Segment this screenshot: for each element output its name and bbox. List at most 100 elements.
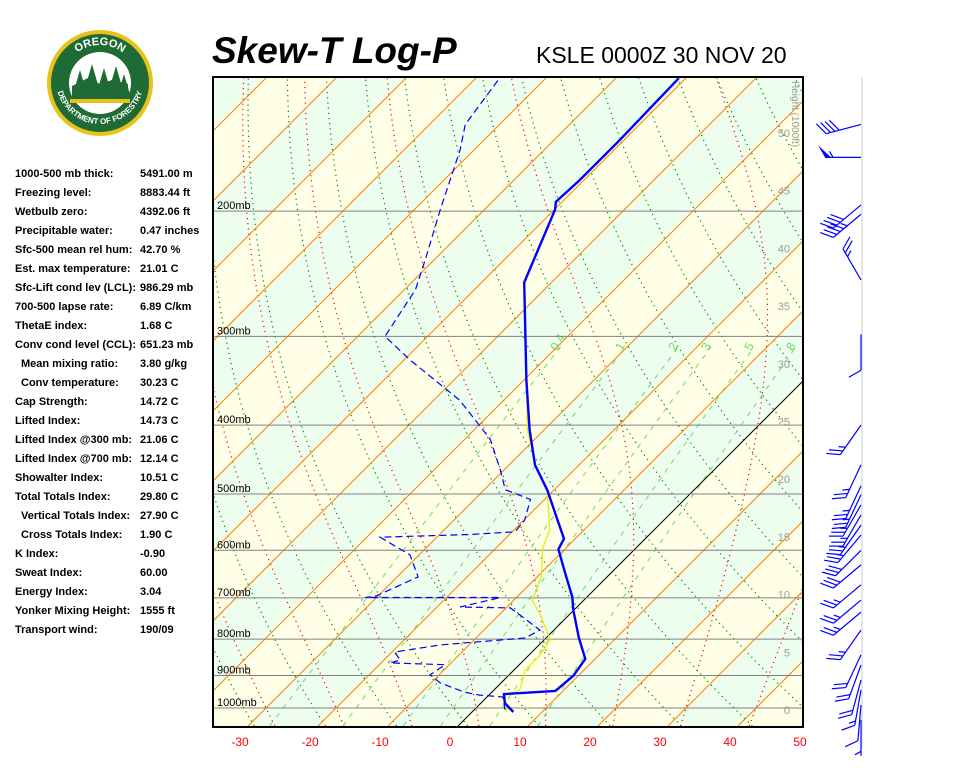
stat-value: 1555 ft	[140, 605, 175, 617]
wind-barb-shaft	[842, 248, 862, 281]
wind-barb-full	[820, 122, 831, 133]
height-tick-label: 25	[778, 417, 790, 429]
station-time-label: KSLE 0000Z 30 NOV 20	[536, 42, 787, 68]
stat-label: Vertical Totals Index:	[21, 510, 131, 522]
wind-barb-shaft	[837, 534, 862, 563]
wind-barb-full	[820, 582, 834, 589]
isotherm	[387, 310, 803, 727]
stat-value: 42.70 %	[140, 244, 181, 256]
stat-value: 21.06 C	[140, 434, 179, 446]
wind-barb-full	[823, 559, 838, 564]
chart-title: Skew-T Log-P	[212, 30, 457, 71]
wind-barb-shaft	[842, 514, 862, 547]
wind-barb-full	[828, 119, 840, 131]
wind-barb-shaft	[845, 494, 862, 528]
isotherm	[213, 77, 688, 552]
stat-label: Transport wind:	[15, 624, 98, 636]
wind-barb-full	[836, 694, 851, 698]
wind-barb-shaft	[854, 689, 862, 726]
wind-barb	[831, 654, 862, 690]
stat-label: Energy Index:	[15, 586, 88, 598]
stat-value: 10.51 C	[140, 472, 179, 484]
pressure-label: 600mb	[217, 539, 251, 551]
stat-value: 1.90 C	[140, 529, 173, 541]
dry-adiabat	[247, 77, 469, 727]
wind-barb	[831, 485, 862, 521]
wind-barb-full	[833, 682, 848, 686]
stat-value: -0.90	[140, 548, 166, 560]
stat-value: 986.29 mb	[140, 282, 194, 294]
pressure-label: 500mb	[217, 483, 251, 495]
isotherm	[667, 590, 803, 727]
wind-barb	[820, 564, 862, 589]
dry-adiabat	[860, 54, 960, 727]
wind-barb-full	[844, 240, 853, 254]
stat-label: Est. max temperature:	[15, 263, 131, 275]
temperature-tick-labels: -30 -20 -10 0 10 20 30 40 50	[231, 735, 807, 749]
tree-icon	[85, 64, 99, 88]
stat-label: Sfc-Lift cond lev (LCL):	[15, 282, 136, 294]
wind-barb	[838, 679, 862, 719]
logo-top-text-path: OREGON	[72, 36, 127, 55]
wind-barb-full	[841, 724, 855, 731]
wind-barb-full	[820, 617, 834, 624]
isotherm-band	[213, 101, 803, 726]
stat-label: Sfc-500 mean rel hum:	[15, 244, 133, 256]
pressure-label: 900mb	[217, 664, 251, 676]
isotherm	[213, 77, 478, 342]
stat-value: 27.90 C	[140, 510, 179, 522]
wind-barb-shaft	[835, 549, 862, 577]
wind-barb-full	[831, 517, 846, 521]
dry-adiabat	[822, 54, 960, 727]
stat-label: 700-500 lapse rate:	[15, 301, 114, 313]
wind-barb-shaft	[845, 485, 862, 519]
wind-barb	[848, 334, 862, 378]
temperature-tick-label: 50	[793, 735, 807, 749]
wind-barb-half	[838, 446, 846, 448]
mixing-ratio-line	[269, 346, 562, 727]
stat-value: 14.73 C	[140, 415, 179, 427]
temperature-tick-label: -30	[231, 735, 249, 749]
dry-adiabat	[403, 77, 753, 727]
pressure-label: 300mb	[217, 325, 251, 337]
wind-barb	[831, 494, 862, 530]
stat-value: 0.47 inches	[140, 225, 200, 237]
stat-label: Lifted Index @700 mb:	[15, 453, 133, 465]
wind-barb	[854, 719, 862, 756]
wind-barb-shaft	[839, 424, 862, 455]
mixing-ratio-line	[537, 346, 797, 727]
wind-barb-full	[826, 657, 841, 661]
wind-barb-full	[833, 492, 848, 496]
height-tick-label: 20	[778, 474, 790, 486]
wind-barb-full	[828, 449, 843, 452]
mixing-ratio-line	[402, 346, 680, 727]
wind-barb	[823, 534, 862, 564]
logo-ground	[70, 99, 130, 103]
wind-barb-half	[854, 750, 862, 756]
wind-barb	[826, 629, 862, 661]
isotherm	[213, 77, 618, 482]
dry-adiabat	[898, 54, 960, 727]
temperature-curve	[502, 77, 680, 713]
isotherm	[878, 53, 960, 726]
stat-value: 4392.06 ft	[140, 206, 191, 218]
isotherm	[213, 100, 803, 692]
stat-label: K Index:	[15, 548, 59, 560]
wind-barb-shaft	[839, 629, 862, 660]
tree-icon	[97, 68, 111, 92]
wind-barb-full	[842, 236, 851, 250]
dry-adiabat	[793, 77, 803, 96]
wind-barb-full	[826, 452, 841, 456]
temperature-tick-label: 0	[447, 735, 454, 749]
wind-barb-shaft	[833, 611, 862, 636]
wind-barb-full	[831, 686, 846, 690]
stat-label: Conv cond level (CCL):	[15, 339, 137, 351]
stat-label: Sweat Index:	[15, 567, 83, 579]
tree-icon	[109, 66, 123, 90]
temperature-tick-label: 30	[653, 735, 667, 749]
wind-barb-shaft	[851, 679, 862, 715]
height-tick-label: 30	[778, 359, 790, 371]
wind-barb-full	[823, 614, 838, 621]
wind-barb-half	[842, 488, 850, 491]
